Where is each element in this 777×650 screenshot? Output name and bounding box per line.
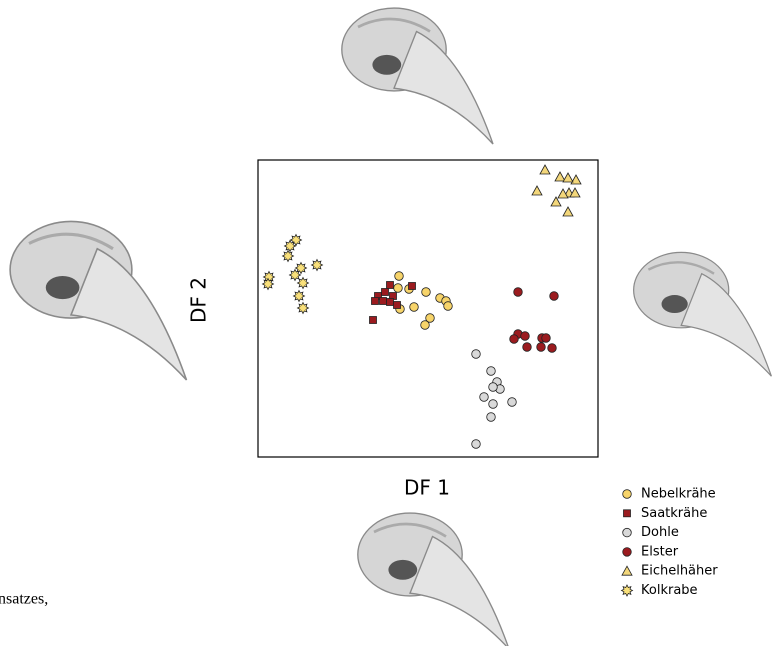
legend-marker (623, 490, 632, 499)
legend-marker (623, 548, 632, 557)
x-axis-label: DF 1 (404, 476, 450, 500)
data-point (285, 241, 296, 252)
chart: DF 1 DF 2 nsatzes, Nebelkrähe Saatkrähe Do… (0, 0, 777, 646)
data-point (409, 283, 416, 290)
data-point (370, 317, 377, 324)
data-point (487, 413, 496, 422)
y-axis-label: DF 2 (187, 277, 211, 323)
data-point (537, 343, 546, 352)
text-fragment: nsatzes, (0, 591, 48, 608)
legend-marker (622, 585, 633, 596)
data-point (532, 186, 542, 195)
data-point (571, 175, 581, 184)
data-point (542, 334, 551, 343)
legend-label: Kolkrabe (641, 583, 698, 598)
data-point (489, 400, 498, 409)
skull-image (342, 8, 493, 144)
skull-image (634, 252, 772, 376)
data-point (387, 299, 394, 306)
legend-label: Elster (641, 544, 679, 559)
data-point (283, 251, 294, 262)
data-point (489, 383, 498, 392)
data-point (394, 302, 401, 309)
data-point (372, 298, 379, 305)
data-point (422, 288, 431, 297)
skull-image (10, 221, 186, 380)
data-point (487, 367, 496, 376)
data-point (421, 321, 430, 330)
data-point (472, 350, 481, 359)
data-point (514, 288, 523, 297)
data-point (294, 291, 305, 302)
data-point (298, 278, 309, 289)
page: {"chart_data": {"type": "scatter", "x_la… (0, 0, 777, 646)
legend-label: Saatkrähe (641, 506, 707, 521)
data-point (540, 165, 550, 174)
data-point (312, 260, 323, 271)
data-point (444, 302, 453, 311)
data-point (523, 343, 532, 352)
legend-label: Dohle (641, 525, 679, 540)
data-point (480, 393, 489, 402)
data-point (510, 335, 519, 344)
legend-marker (624, 510, 631, 517)
data-point (263, 279, 274, 290)
data-point (380, 298, 387, 305)
data-point (550, 292, 559, 301)
data-point (410, 303, 419, 312)
skull-image (358, 513, 509, 646)
data-point (521, 332, 530, 341)
data-point (472, 440, 481, 449)
data-point (395, 272, 404, 281)
data-point (508, 398, 517, 407)
legend-label: Eichelhäher (641, 564, 718, 579)
legend-label: Nebelkrähe (641, 487, 716, 502)
data-point (382, 289, 389, 296)
plot-frame (258, 160, 598, 457)
legend-marker (623, 528, 632, 537)
data-point (555, 172, 565, 181)
data-point (387, 282, 394, 289)
data-point (563, 207, 573, 216)
data-point (298, 303, 309, 314)
data-point (394, 284, 403, 293)
legend-marker (622, 566, 632, 575)
data-point (548, 344, 557, 353)
data-point (563, 173, 573, 182)
